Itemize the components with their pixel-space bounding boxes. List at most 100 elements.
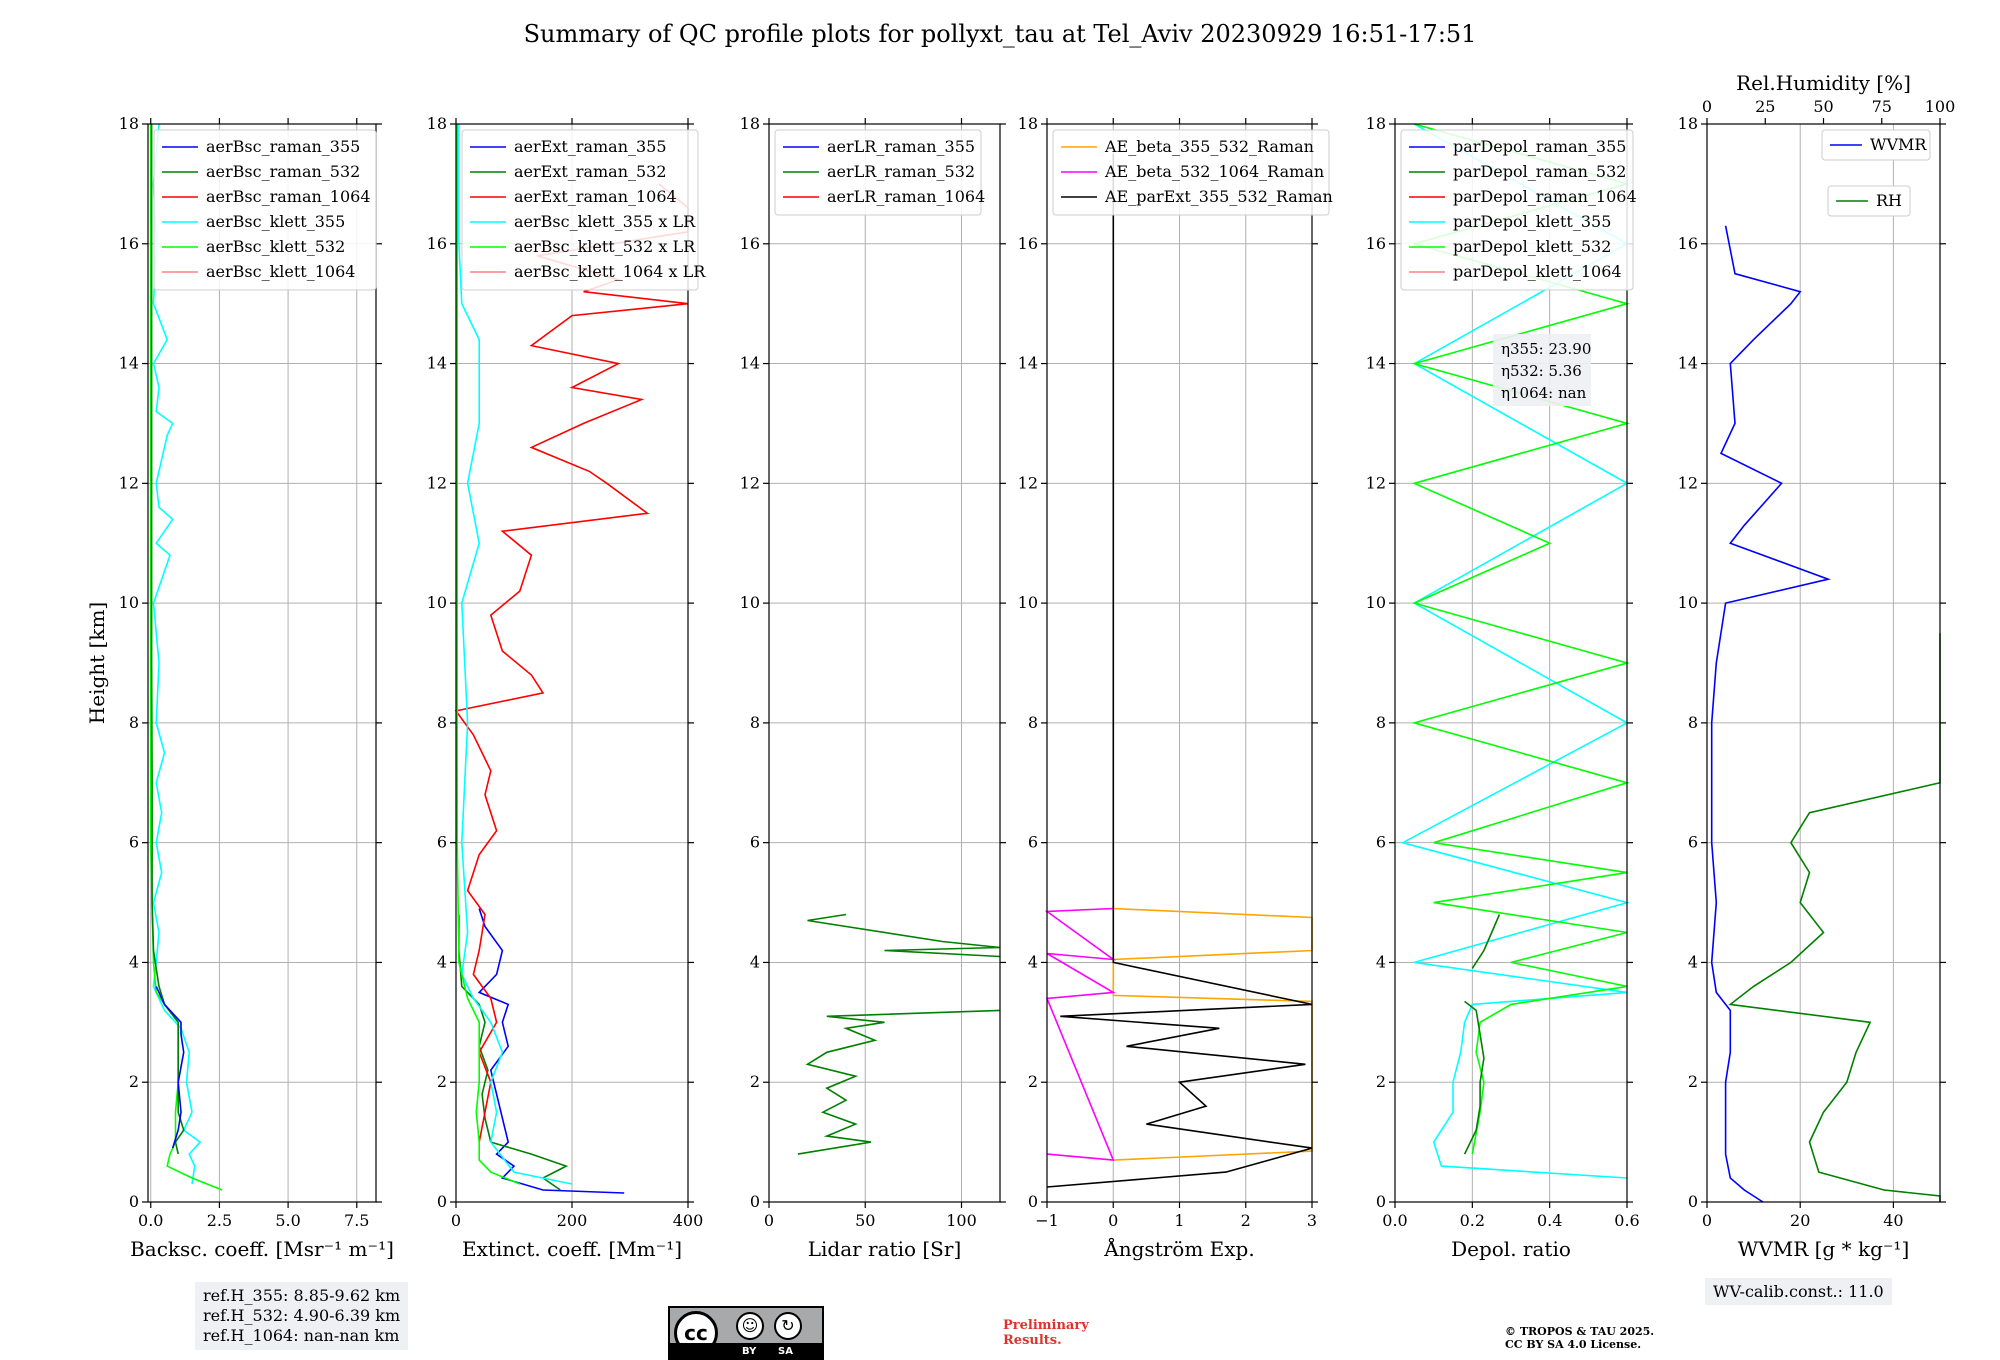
lr-ytick-label: 12 bbox=[740, 473, 760, 492]
bsc-xtick-label: 0.0 bbox=[138, 1211, 163, 1230]
lr-series-aerLR_raman_532_upper bbox=[807, 913, 1001, 958]
ext-legend-box bbox=[461, 129, 699, 291]
ext-ytick-label: 0 bbox=[437, 1192, 447, 1211]
ext-series-aerExt_raman_532 bbox=[458, 914, 569, 1191]
wv-panel bbox=[1701, 118, 1946, 1208]
ext-ytick-label: 4 bbox=[437, 952, 447, 971]
depol-annotation-1: η532: 5.36 bbox=[1501, 362, 1582, 380]
lr-series-aerLR_raman_532 bbox=[797, 1009, 1001, 1155]
lr-legend-box bbox=[774, 129, 982, 216]
lr-ytick-label: 10 bbox=[740, 593, 760, 612]
ae-legend-label: AE_beta_532_1064_Raman bbox=[1104, 162, 1324, 181]
depol-ytick-label: 2 bbox=[1376, 1072, 1386, 1091]
refh-355: ref.H_355: 8.85-9.62 km bbox=[203, 1286, 401, 1305]
ext-xtick-label: 400 bbox=[673, 1211, 704, 1230]
lr-ytick-label: 2 bbox=[750, 1072, 760, 1091]
preliminary-line-1: Preliminary bbox=[1003, 1318, 1089, 1333]
depol-ytick-label: 18 bbox=[1366, 114, 1386, 133]
depol-series-parDepol_raman_532_upper bbox=[1471, 914, 1501, 969]
cc-sa-label: SA bbox=[778, 1346, 793, 1357]
ext-ytick-label: 8 bbox=[437, 713, 447, 732]
ext-legend-label: aerExt_raman_355 bbox=[514, 137, 667, 156]
bsc-ytick-label: 4 bbox=[129, 952, 139, 971]
copyright-line-1: © TROPOS & TAU 2025. bbox=[1505, 1325, 1655, 1338]
bsc-legend-box bbox=[153, 129, 377, 291]
depol-annotation-2: η1064: nan bbox=[1501, 384, 1587, 402]
ae-xtick-label: 0 bbox=[1108, 1211, 1118, 1230]
ext-series-aerExt_raman_1064 bbox=[454, 183, 689, 1143]
bsc-series-aerBsc_raman_355 bbox=[155, 986, 185, 1149]
depol-ytick-label: 8 bbox=[1376, 713, 1386, 732]
depol-ytick-label: 10 bbox=[1366, 593, 1386, 612]
depol-legend-label: parDepol_raman_1064 bbox=[1453, 187, 1637, 206]
bsc-ytick-label: 16 bbox=[119, 234, 139, 253]
wv-top-xlabel: Rel.Humidity [%] bbox=[1736, 71, 1911, 95]
wv-legend-label: WVMR bbox=[1870, 135, 1927, 154]
ext-series-aerExt_raman_355 bbox=[477, 908, 625, 1194]
ext-ytick-label: 6 bbox=[437, 833, 447, 852]
ae-ytick-label: 10 bbox=[1018, 593, 1038, 612]
wv-ytick-label: 0 bbox=[1688, 1192, 1698, 1211]
bsc-ytick-label: 6 bbox=[129, 833, 139, 852]
bsc-xlabel: Backsc. coeff. [Msr⁻¹ m⁻¹] bbox=[130, 1237, 394, 1261]
ext-legend-label: aerExt_raman_1064 bbox=[514, 187, 677, 206]
lr-legend-label: aerLR_raman_355 bbox=[827, 137, 975, 156]
depol-ytick-label: 6 bbox=[1376, 833, 1386, 852]
lr-ytick-label: 0 bbox=[750, 1192, 760, 1211]
ext-ytick-label: 18 bbox=[427, 114, 447, 133]
ext-xtick-label: 200 bbox=[557, 1211, 588, 1230]
cc-by-sa-license-badge: cc ☺ ↻ BY SA bbox=[668, 1306, 824, 1360]
ae-ytick-label: 12 bbox=[1018, 473, 1038, 492]
wv-ytick-label: 18 bbox=[1678, 114, 1698, 133]
wv-top-xtick-label: 50 bbox=[1813, 97, 1833, 116]
depol-ytick-label: 0 bbox=[1376, 1192, 1386, 1211]
ae-series-AE_beta_355_532_Raman bbox=[1112, 907, 1313, 1161]
depol-ytick-label: 12 bbox=[1366, 473, 1386, 492]
wv-top-xtick-label: 100 bbox=[1925, 97, 1956, 116]
depol-legend-label: parDepol_raman_355 bbox=[1453, 137, 1626, 156]
lr-ytick-label: 8 bbox=[750, 713, 760, 732]
ae-series-AE_beta_532_1064_Raman bbox=[1044, 907, 1117, 1162]
ext-ytick-label: 12 bbox=[427, 473, 447, 492]
ae-xtick-label: −1 bbox=[1035, 1211, 1059, 1230]
refh-532: ref.H_532: 4.90-6.39 km bbox=[203, 1306, 401, 1325]
wv-ytick-label: 8 bbox=[1688, 713, 1698, 732]
bsc-ytick-label: 0 bbox=[129, 1192, 139, 1211]
bsc-legend-label: aerBsc_klett_1064 bbox=[206, 262, 355, 281]
wv-ytick-label: 4 bbox=[1688, 952, 1698, 971]
bsc-xtick-label: 5.0 bbox=[275, 1211, 300, 1230]
share-alike-icon: ↻ bbox=[774, 1312, 802, 1340]
ae-xtick-label: 3 bbox=[1307, 1211, 1317, 1230]
figure-title: Summary of QC profile plots for pollyxt_… bbox=[523, 20, 1477, 48]
wv-top-xtick-label: 25 bbox=[1755, 97, 1775, 116]
wv-xtick-label: 20 bbox=[1790, 1211, 1810, 1230]
wv-xlabel: WVMR [g * kg⁻¹] bbox=[1738, 1237, 1910, 1261]
depol-legend-label: parDepol_klett_1064 bbox=[1453, 262, 1622, 281]
ae-panel bbox=[1041, 118, 1330, 1208]
depol-legend-label: parDepol_klett_532 bbox=[1453, 237, 1611, 256]
depol-ytick-label: 4 bbox=[1376, 952, 1386, 971]
lr-ytick-label: 14 bbox=[740, 354, 760, 373]
lr-axes-frame bbox=[768, 123, 1001, 1203]
bsc-ylabel: Height [km] bbox=[85, 602, 109, 724]
bsc-ytick-label: 12 bbox=[119, 473, 139, 492]
depol-xlabel: Depol. ratio bbox=[1451, 1237, 1571, 1261]
ext-legend-label: aerBsc_klett_532 x LR bbox=[514, 237, 696, 256]
depol-annotation-0: η355: 23.90 bbox=[1501, 340, 1591, 358]
lr-ytick-label: 6 bbox=[750, 833, 760, 852]
lr-xtick-label: 100 bbox=[946, 1211, 977, 1230]
ext-series-aerBsc_klett_355 x LR bbox=[458, 124, 573, 1185]
lr-legend-label: aerLR_raman_1064 bbox=[827, 187, 985, 206]
depol-panel bbox=[1389, 118, 1634, 1208]
ae-ytick-label: 4 bbox=[1028, 952, 1038, 971]
lr-ytick-label: 16 bbox=[740, 234, 760, 253]
bsc-ytick-label: 2 bbox=[129, 1072, 139, 1091]
wv-ytick-label: 10 bbox=[1678, 593, 1698, 612]
bsc-ytick-label: 10 bbox=[119, 593, 139, 612]
wv-legend-box bbox=[1821, 129, 1931, 161]
ae-ytick-label: 6 bbox=[1028, 833, 1038, 852]
bsc-ytick-label: 14 bbox=[119, 354, 139, 373]
lr-xtick-label: 50 bbox=[855, 1211, 875, 1230]
ae-series-AE_parExt_355_532_Raman bbox=[1046, 153, 1313, 1188]
